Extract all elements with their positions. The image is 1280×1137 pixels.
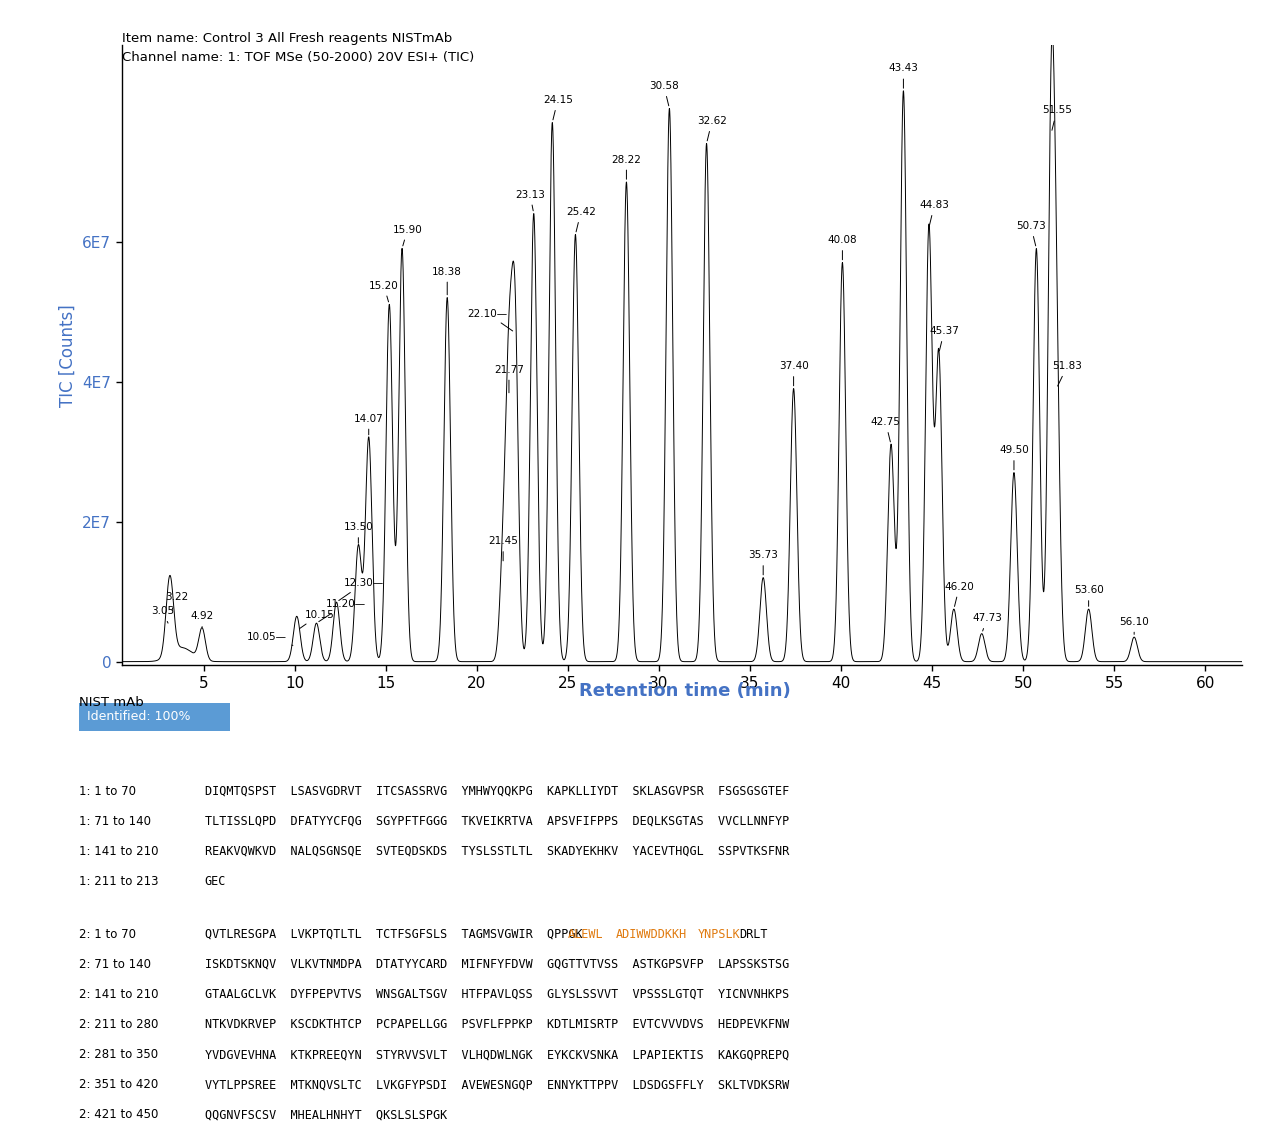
Text: 2: 1 to 70: 2: 1 to 70 <box>79 928 137 940</box>
Text: 24.15: 24.15 <box>543 96 572 119</box>
Text: 32.62: 32.62 <box>698 116 727 141</box>
Text: 53.60: 53.60 <box>1074 586 1103 606</box>
Text: 13.50: 13.50 <box>343 522 374 543</box>
Text: 2: 351 to 420: 2: 351 to 420 <box>79 1078 159 1092</box>
Text: 3.05: 3.05 <box>151 606 174 623</box>
Text: 22.10—: 22.10— <box>467 308 513 331</box>
Text: 14.07: 14.07 <box>353 414 384 434</box>
Text: 2: 211 to 280: 2: 211 to 280 <box>79 1018 159 1031</box>
Text: YNPSLK: YNPSLK <box>698 928 741 940</box>
Text: 3.22: 3.22 <box>165 592 188 611</box>
Text: 1: 71 to 140: 1: 71 to 140 <box>79 814 151 828</box>
Text: TLTISSLQPD  DFATYYCFQG  SGYPFTFGGG  TKVEIKRTVA  APSVFIFPPS  DEQLKSGTAS  VVCLLNNF: TLTISSLQPD DFATYYCFQG SGYPFTFGGG TKVEIKR… <box>205 814 788 828</box>
Text: Item name: Control 3 All Fresh reagents NISTmAb: Item name: Control 3 All Fresh reagents … <box>122 32 452 44</box>
Text: 4.92: 4.92 <box>191 611 214 628</box>
Text: 43.43: 43.43 <box>888 64 918 89</box>
Text: 50.73: 50.73 <box>1016 221 1046 246</box>
Text: Retention time (min): Retention time (min) <box>579 682 791 700</box>
Text: 45.37: 45.37 <box>929 326 959 351</box>
Text: QVTLRESGPA  LVKPTQTLTL  TCTFSGFSLS  TAGMSVGWIR  QPPGK: QVTLRESGPA LVKPTQTLTL TCTFSGFSLS TAGMSVG… <box>205 928 582 940</box>
Text: 1: 211 to 213: 1: 211 to 213 <box>79 875 159 888</box>
Text: 12.30—: 12.30— <box>339 578 384 600</box>
Text: 1: 1 to 70: 1: 1 to 70 <box>79 785 137 797</box>
Text: NTKVDKRVEP  KSCDKTHTCP  PCPAPELLGG  PSVFLFPPKP  KDTLMISRTP  EVTCVVVDVS  HEDPEVKF: NTKVDKRVEP KSCDKTHTCP PCPAPELLGG PSVFLFP… <box>205 1018 788 1031</box>
Text: 21.45: 21.45 <box>488 537 518 561</box>
Text: 15.90: 15.90 <box>393 224 422 246</box>
Text: ADIWWDDKKH: ADIWWDDKKH <box>616 928 687 940</box>
Text: 44.83: 44.83 <box>919 200 950 225</box>
Text: ISKDTSKNQV  VLKVTNMDPA  DTATYYCARD  MIFNFYFDVW  GQGTTVTVSS  ASTKGPSVFP  LAPSSKST: ISKDTSKNQV VLKVTNMDPA DTATYYCARD MIFNFYF… <box>205 957 788 971</box>
Text: 42.75: 42.75 <box>870 417 901 442</box>
Text: 51.83: 51.83 <box>1052 362 1083 387</box>
Text: GTAALGCLVK  DYFPEPVTVS  WNSGALTSGV  HTFPAVLQSS  GLYSLSSVVT  VPSSSLGTQT  YICNVNHK: GTAALGCLVK DYFPEPVTVS WNSGALTSGV HTFPAVL… <box>205 988 788 1001</box>
Text: 10.05—: 10.05— <box>247 632 293 646</box>
Text: 37.40: 37.40 <box>778 362 809 385</box>
Text: 56.10: 56.10 <box>1119 616 1149 634</box>
Text: 47.73: 47.73 <box>973 613 1002 631</box>
Text: 1: 141 to 210: 1: 141 to 210 <box>79 845 159 857</box>
Text: 40.08: 40.08 <box>828 235 858 259</box>
Text: 49.50: 49.50 <box>1000 445 1029 470</box>
Text: GEC: GEC <box>205 875 227 888</box>
Text: 35.73: 35.73 <box>749 550 778 575</box>
Text: 10.15: 10.15 <box>300 609 334 629</box>
Text: QQGNVFSCSV  MHEALHNHYT  QKSLSLSPGK: QQGNVFSCSV MHEALHNHYT QKSLSLSPGK <box>205 1109 447 1121</box>
Text: 51.55: 51.55 <box>1042 106 1071 131</box>
Text: DRLT: DRLT <box>739 928 768 940</box>
Text: Channel name: 1: TOF MSe (50-2000) 20V ESI+ (TIC): Channel name: 1: TOF MSe (50-2000) 20V E… <box>122 51 474 64</box>
Text: ALEWL: ALEWL <box>568 928 603 940</box>
Text: 46.20: 46.20 <box>945 582 974 606</box>
Text: 30.58: 30.58 <box>649 81 678 106</box>
Text: 11.20—: 11.20— <box>319 599 366 622</box>
Text: 25.42: 25.42 <box>566 207 595 232</box>
Text: 2: 421 to 450: 2: 421 to 450 <box>79 1109 159 1121</box>
Text: Identified: 100%: Identified: 100% <box>87 711 191 723</box>
Text: 15.20: 15.20 <box>369 281 398 302</box>
Text: VYTLPPSREE  MTKNQVSLTC  LVKGFYPSDI  AVEWESNGQP  ENNYKTTPPV  LDSDGSFFLY  SKLTVDKS: VYTLPPSREE MTKNQVSLTC LVKGFYPSDI AVEWESN… <box>205 1078 788 1092</box>
Text: 2: 281 to 350: 2: 281 to 350 <box>79 1048 159 1061</box>
Text: 23.13: 23.13 <box>515 190 545 210</box>
Text: DIQMTQSPST  LSASVGDRVT  ITCSASSRVG  YMHWYQQKPG  KAPKLLIYDT  SKLASGVPSR  FSGSGSGT: DIQMTQSPST LSASVGDRVT ITCSASSRVG YMHWYQQ… <box>205 785 788 797</box>
FancyBboxPatch shape <box>79 703 230 731</box>
Text: NIST mAb: NIST mAb <box>79 696 145 708</box>
Text: 28.22: 28.22 <box>612 155 641 180</box>
Text: 2: 71 to 140: 2: 71 to 140 <box>79 957 151 971</box>
Text: REAKVQWKVD  NALQSGNSQE  SVTEQDSKDS  TYSLSSTLTL  SKADYEKHKV  YACEVTHQGL  SSPVTKSF: REAKVQWKVD NALQSGNSQE SVTEQDSKDS TYSLSST… <box>205 845 788 857</box>
Text: YVDGVEVHNA  KTKPREEQYN  STYRVVSVLT  VLHQDWLNGK  EYKCKVSNKA  LPAPIEKTIS  KAKGQPRE: YVDGVEVHNA KTKPREEQYN STYRVVSVLT VLHQDWL… <box>205 1048 788 1061</box>
Text: 2: 141 to 210: 2: 141 to 210 <box>79 988 159 1001</box>
Y-axis label: TIC [Counts]: TIC [Counts] <box>59 304 77 407</box>
Text: 21.77: 21.77 <box>494 365 524 392</box>
Text: 18.38: 18.38 <box>433 266 462 294</box>
